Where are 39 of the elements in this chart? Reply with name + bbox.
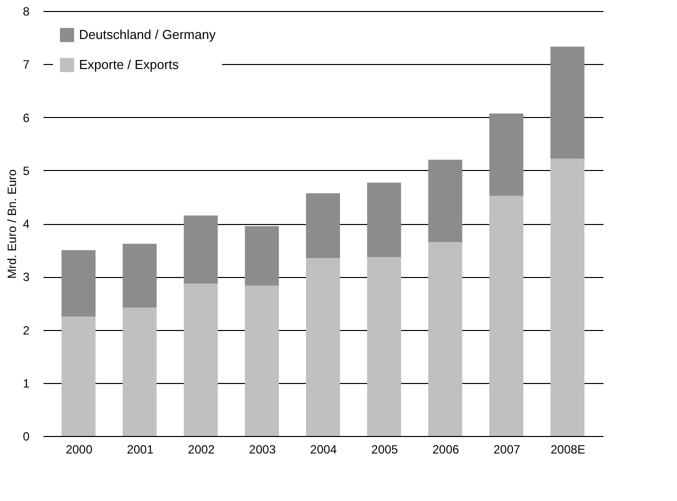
y-tick-label: 8 xyxy=(22,4,30,18)
y-tick-label: 7 xyxy=(22,58,30,72)
bar xyxy=(122,244,157,308)
bar xyxy=(244,226,279,286)
bar xyxy=(367,256,402,436)
y-tick-label: 0 xyxy=(22,430,30,444)
bar xyxy=(184,284,218,436)
bar xyxy=(367,182,402,257)
bar xyxy=(489,114,524,196)
bar xyxy=(62,316,96,436)
bar xyxy=(184,216,218,284)
x-tick-label: 2008E xyxy=(550,442,586,456)
x-tick-label: 2000 xyxy=(66,442,93,456)
x-tick-label: 2004 xyxy=(310,442,338,456)
legend-label: Exporte / Exports xyxy=(79,57,180,72)
y-tick-label: 3 xyxy=(22,270,30,284)
bar xyxy=(550,46,584,159)
y-tick-label: 4 xyxy=(22,217,30,231)
y-tick-label: 6 xyxy=(22,110,30,125)
bar xyxy=(306,193,340,258)
x-tick-label: 2003 xyxy=(249,442,276,456)
x-tick-label: 2005 xyxy=(371,442,398,456)
bar xyxy=(428,160,462,242)
x-tick-label: 2006 xyxy=(432,442,460,456)
y-tick-label: 1 xyxy=(22,376,30,390)
bar xyxy=(122,307,157,436)
y-axis-title: Mrd. Euro / Bn. Euro xyxy=(4,168,19,279)
bar xyxy=(62,250,96,316)
bar xyxy=(244,286,279,436)
y-tick-label: 2 xyxy=(22,323,30,338)
y-tick-label: 5 xyxy=(22,164,30,178)
x-tick-label: 2007 xyxy=(493,442,521,456)
bar xyxy=(306,258,340,436)
bar xyxy=(489,196,524,436)
x-tick-label: 2002 xyxy=(188,442,215,456)
x-tick-label: 2001 xyxy=(126,442,154,456)
bar xyxy=(428,242,462,436)
legend-label: Deutschland / Germany xyxy=(79,27,216,42)
bar xyxy=(550,158,584,436)
